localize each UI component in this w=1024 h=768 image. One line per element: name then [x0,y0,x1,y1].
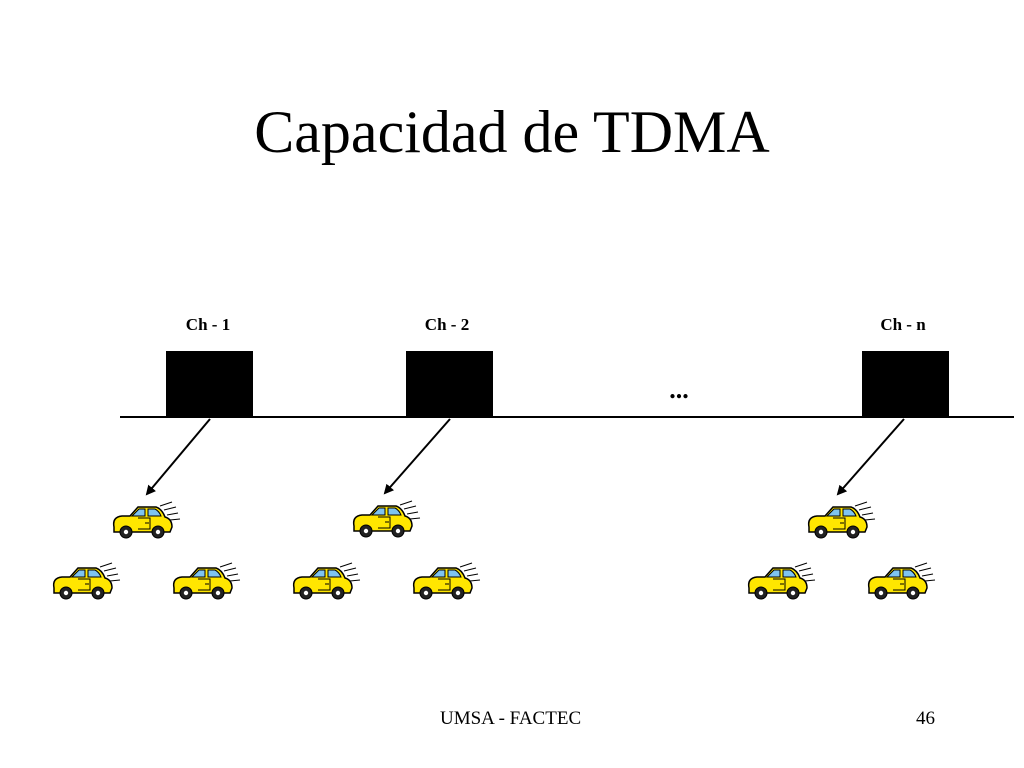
car-icon [412,562,481,600]
channel-slot-1 [166,351,253,417]
car-icon [172,562,241,600]
channel-label-n: Ch - n [880,315,926,334]
slide-title: Capacidad de TDMA [254,99,770,165]
car-icon [112,501,181,539]
car-icon [747,562,816,600]
channel-slot-n [862,351,949,417]
channel-label-2: Ch - 2 [425,315,469,334]
car-icon [52,562,121,600]
arrow-ch2 [383,418,451,495]
ellipsis: ... [669,375,689,404]
arrow-chn [836,418,905,496]
footer-text: UMSA - FACTEC [440,708,582,729]
car-icon [292,562,361,600]
channel-slot-2 [406,351,493,417]
car-icon [807,501,876,539]
arrow-ch1 [145,418,211,496]
car-icon [352,500,421,538]
page-number: 46 [916,708,935,729]
channel-label-1: Ch - 1 [186,315,230,334]
car-icon [867,562,936,600]
